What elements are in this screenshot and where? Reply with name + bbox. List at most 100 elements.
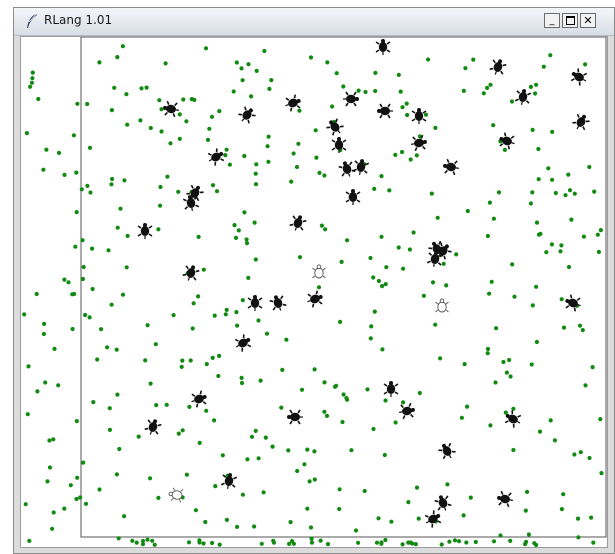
- food-dot: [487, 200, 492, 205]
- food-dot: [217, 353, 222, 358]
- food-dot: [508, 538, 513, 543]
- food-dot: [396, 245, 401, 250]
- food-dot: [45, 479, 50, 484]
- food-dot: [97, 487, 102, 492]
- food-dot: [256, 318, 261, 323]
- food-dot: [236, 228, 241, 233]
- food-dot: [530, 303, 535, 308]
- food-dot: [405, 112, 410, 118]
- food-dot: [244, 237, 249, 242]
- food-dot: [334, 383, 339, 388]
- food-dot: [445, 482, 450, 487]
- food-dot: [201, 267, 206, 272]
- food-dot: [313, 128, 318, 133]
- food-dot: [512, 294, 517, 299]
- food-dot: [533, 91, 538, 96]
- food-dot: [140, 542, 146, 547]
- food-dot: [401, 266, 406, 271]
- maximize-button[interactable]: [562, 13, 578, 28]
- food-dot: [400, 105, 405, 110]
- food-dot: [254, 162, 259, 167]
- food-dot: [197, 538, 202, 543]
- food-dot: [580, 328, 585, 333]
- food-dot: [356, 88, 361, 93]
- food-dot: [245, 457, 250, 462]
- food-dot: [43, 380, 48, 385]
- food-dot: [552, 438, 558, 443]
- food-dot: [284, 337, 289, 342]
- food-dot: [456, 539, 462, 544]
- food-dot: [288, 520, 293, 525]
- food-dot: [509, 99, 515, 104]
- simulation-canvas[interactable]: [21, 37, 607, 547]
- food-dot: [433, 125, 438, 130]
- food-dot: [158, 203, 163, 208]
- food-dot: [330, 104, 335, 109]
- food-dot: [324, 413, 330, 418]
- food-dot: [414, 153, 419, 158]
- food-dot: [209, 114, 215, 119]
- food-dot: [263, 435, 268, 440]
- food-dot: [561, 492, 566, 497]
- food-dot: [393, 152, 398, 157]
- food-dot: [344, 396, 349, 401]
- food-dot: [307, 479, 312, 484]
- food-dot: [297, 108, 302, 113]
- close-button[interactable]: ✕: [580, 13, 596, 28]
- turtle-outline-icon: [312, 264, 326, 279]
- food-dot: [550, 129, 555, 134]
- food-dot: [180, 358, 185, 363]
- food-dot: [258, 378, 263, 383]
- food-dot: [80, 276, 85, 282]
- food-dot: [62, 506, 67, 511]
- food-dot: [489, 279, 494, 284]
- food-dot: [23, 502, 28, 507]
- food-dot: [566, 264, 572, 270]
- food-dot: [503, 410, 508, 415]
- food-dot: [145, 323, 150, 328]
- turtle-outline-icon: [435, 298, 449, 313]
- food-dot: [319, 223, 324, 228]
- turtle-icon: [180, 262, 202, 284]
- turtle-icon: [342, 91, 360, 107]
- food-dot: [589, 515, 594, 520]
- food-dot: [186, 540, 192, 545]
- food-dot: [373, 70, 378, 75]
- food-dot: [115, 392, 120, 397]
- food-dot: [532, 541, 537, 546]
- food-dot: [379, 540, 384, 545]
- title-bar[interactable]: RLang 1.01 _ ✕: [14, 8, 614, 36]
- food-dot: [51, 510, 56, 515]
- food-dot: [323, 227, 328, 232]
- food-dot: [30, 70, 35, 75]
- food-dot: [87, 315, 92, 320]
- food-dot: [266, 134, 271, 139]
- food-dot: [374, 540, 380, 545]
- food-dot: [22, 312, 27, 317]
- food-dot: [122, 178, 127, 183]
- food-dot: [252, 524, 257, 529]
- food-dot: [99, 327, 104, 332]
- minimize-button[interactable]: _: [544, 13, 560, 28]
- food-dot: [79, 187, 84, 192]
- food-dot: [465, 208, 470, 214]
- food-dot: [197, 440, 202, 445]
- food-dot: [464, 540, 469, 545]
- food-dot: [158, 184, 163, 190]
- food-dot: [125, 233, 130, 238]
- food-dot: [485, 346, 491, 352]
- food-dot: [145, 537, 150, 542]
- food-dot: [525, 489, 530, 494]
- food-dot: [56, 383, 61, 388]
- food-dot: [157, 98, 162, 103]
- turtle-icon: [432, 492, 454, 514]
- food-dot: [312, 449, 317, 454]
- food-dot: [188, 358, 193, 363]
- food-dot: [148, 476, 153, 481]
- food-dot: [80, 238, 85, 243]
- food-dot: [235, 323, 240, 328]
- food-dot: [266, 159, 271, 164]
- food-dot: [536, 146, 541, 152]
- turtle-icon: [286, 409, 304, 425]
- food-dot: [511, 447, 516, 453]
